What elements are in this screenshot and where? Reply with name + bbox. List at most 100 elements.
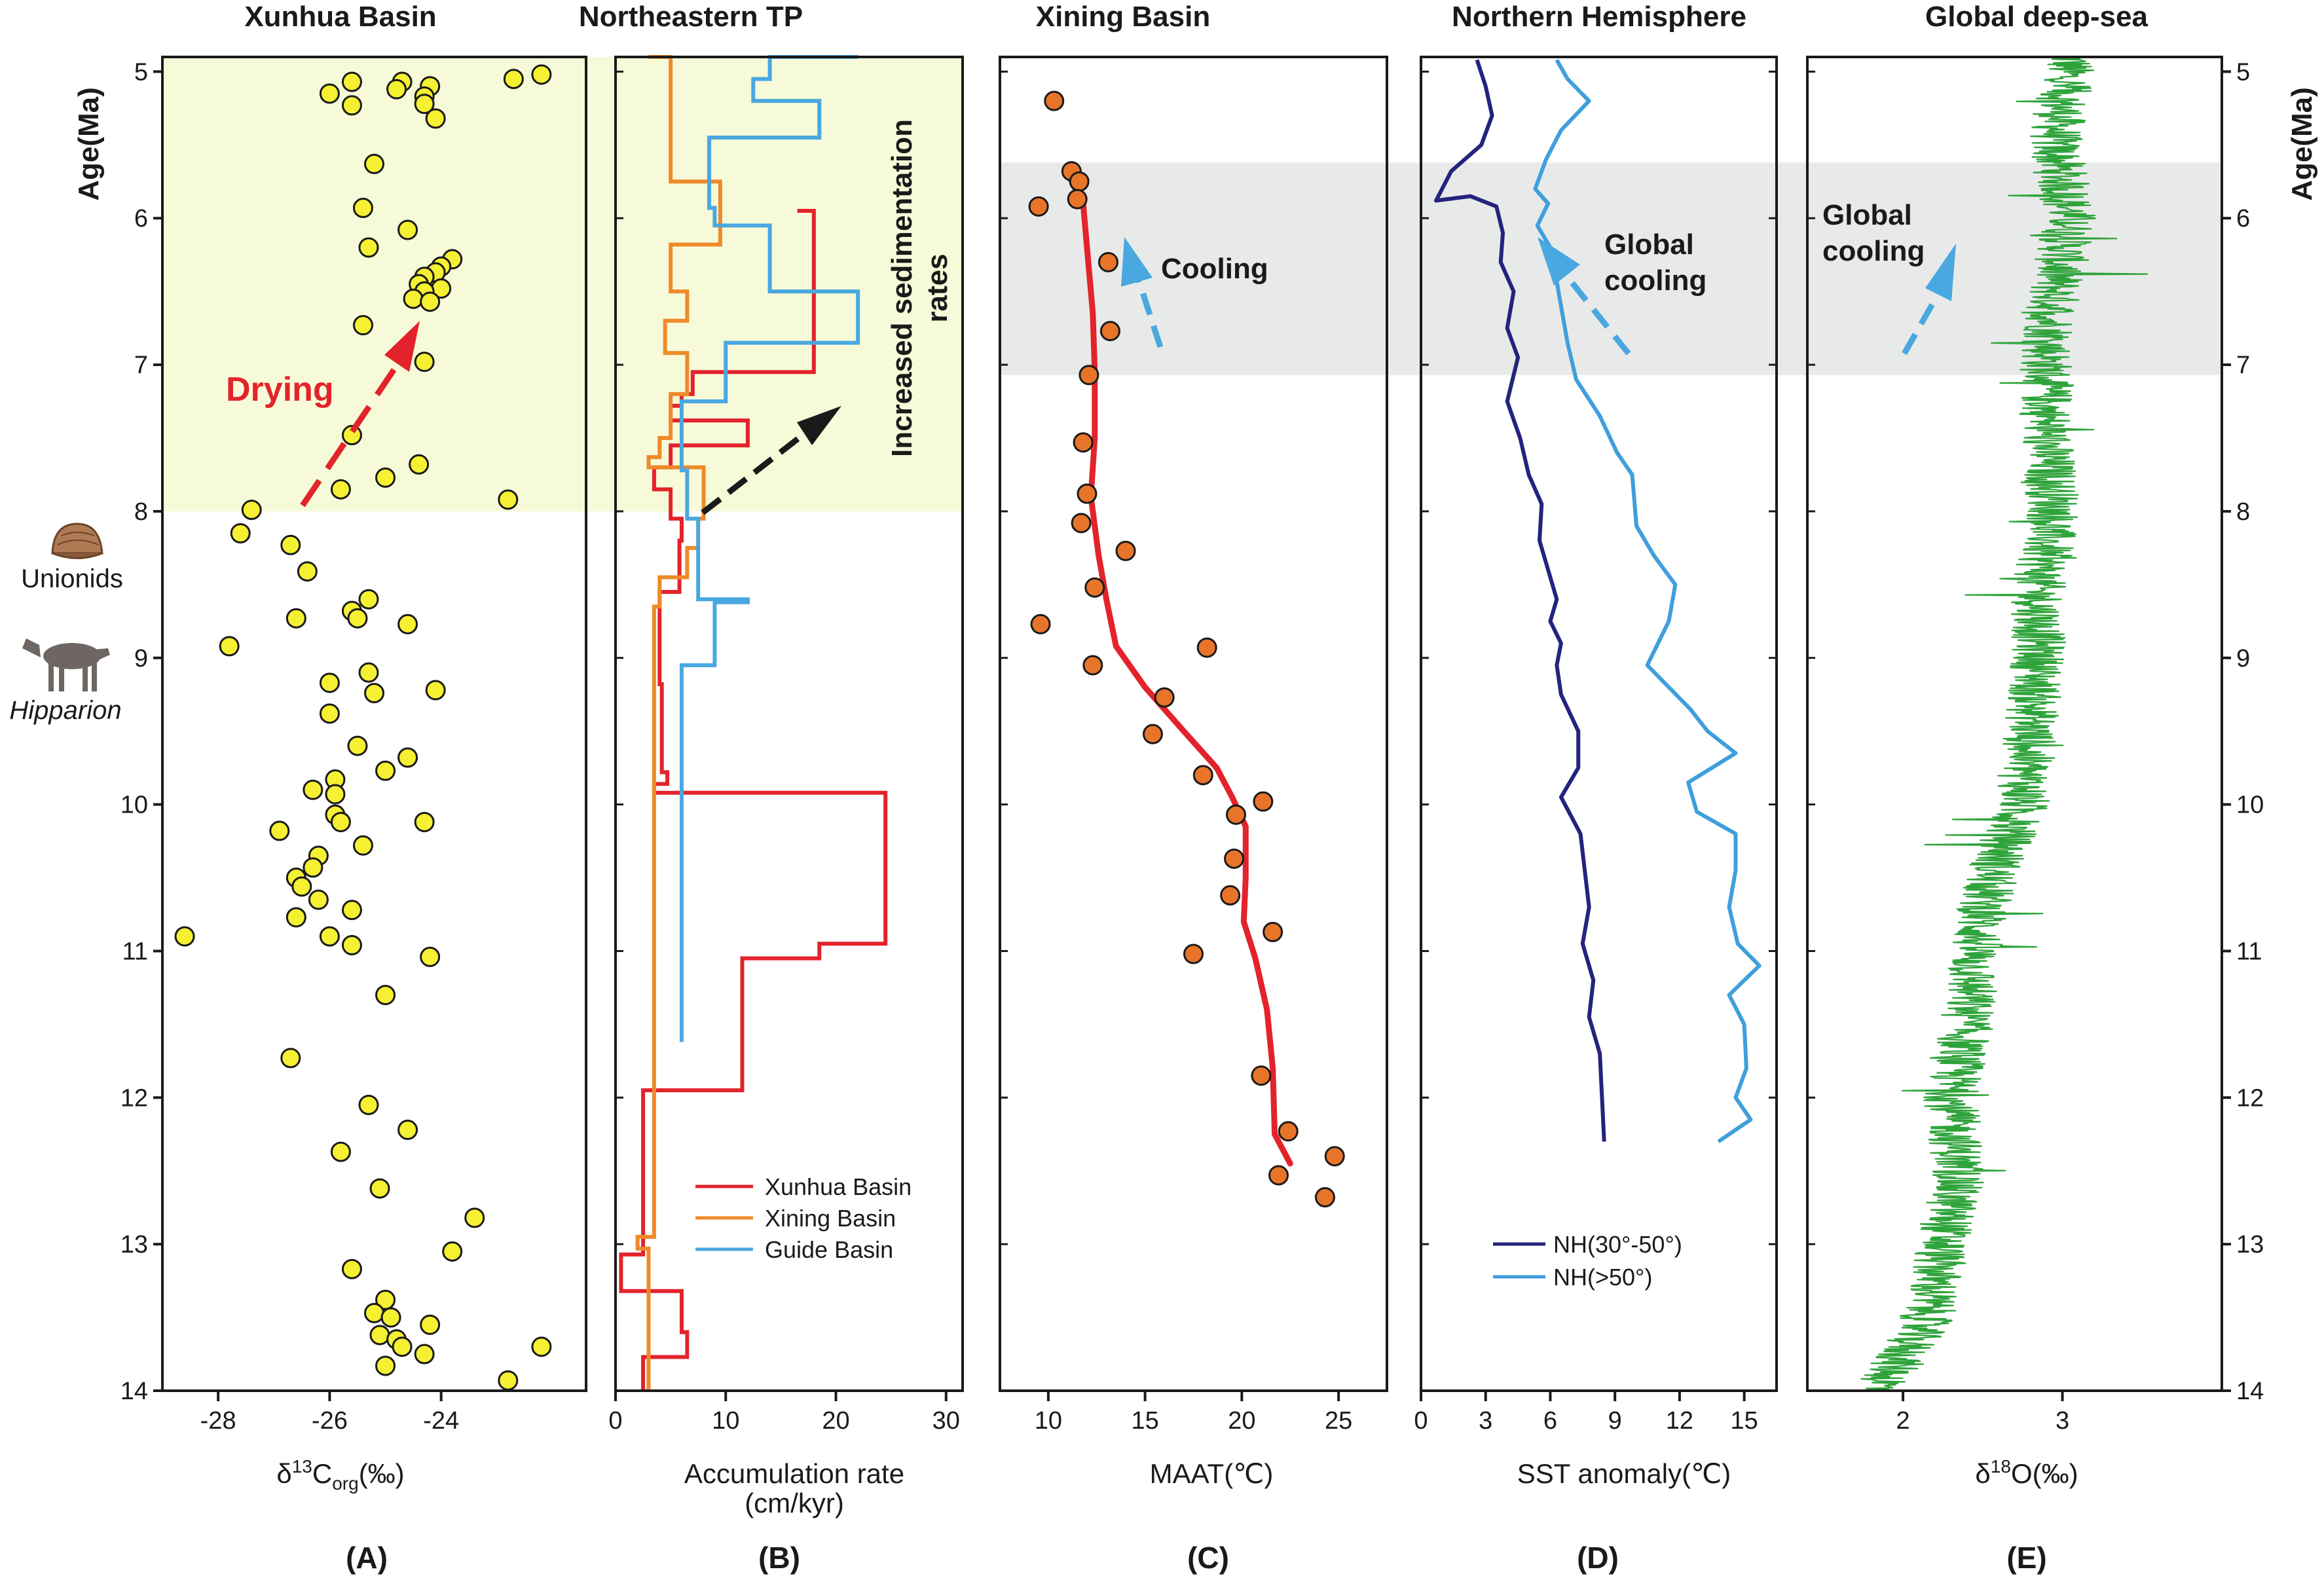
legend-d-label-50: NH(>50°)	[1553, 1264, 1652, 1291]
x-tick-label-d: 3	[1479, 1407, 1492, 1435]
panel-a-letter: (A)	[346, 1541, 388, 1575]
x-tick-label-d: 12	[1666, 1407, 1693, 1435]
maat-point	[1268, 1165, 1289, 1186]
xunhua-d13c-point	[319, 703, 340, 724]
maat-point	[1263, 921, 1283, 942]
xunhua-d13c-point	[531, 1336, 552, 1357]
xunhua-d13c-point	[414, 1344, 435, 1365]
maat-point	[1196, 637, 1217, 658]
xunhua-d13c-point	[425, 108, 446, 129]
panel-a-xlabel: δ13Corg(‰)	[276, 1456, 404, 1494]
hipparion-horse-icon	[22, 638, 110, 691]
maat-point	[1082, 655, 1103, 676]
xunhua-d13c-point	[358, 1095, 379, 1115]
age-tick-label-left: 8	[134, 498, 148, 526]
x-tick-label-e: 3	[2056, 1407, 2069, 1435]
x-tick-label-c: 15	[1131, 1407, 1158, 1435]
age-tick-label-left: 12	[120, 1084, 148, 1112]
xunhua-d13c-point	[341, 1258, 362, 1279]
drying-label: Drying	[226, 371, 334, 409]
xunhua-d13c-point	[286, 907, 306, 928]
maat-point	[1192, 765, 1213, 786]
maat-point	[1278, 1121, 1299, 1142]
xunhua-d13c-point	[498, 489, 519, 510]
age-tick-label-right: 6	[2236, 205, 2250, 232]
xunhua-d13c-point	[308, 889, 329, 910]
xunhua-d13c-point	[531, 64, 552, 85]
maat-point	[1079, 365, 1099, 386]
panel-e-title: Global deep-sea	[1925, 1, 2148, 33]
maat-point	[1099, 321, 1120, 342]
maat-point	[1067, 189, 1088, 210]
xunhua-d13c-point	[442, 1241, 463, 1262]
maat-point	[1226, 804, 1247, 825]
xunhua-d13c-point	[358, 589, 379, 610]
xunhua-d13c-point	[330, 811, 351, 832]
x-tick-label-d: 9	[1608, 1407, 1622, 1435]
x-tick-label-c: 25	[1325, 1407, 1352, 1435]
age-tick-label-right: 13	[2236, 1231, 2264, 1258]
panel-c-letter: (C)	[1187, 1541, 1229, 1575]
xunhua-d13c-point	[280, 534, 301, 555]
xunhua-d13c-point	[174, 926, 195, 947]
legend-b-label-xunhua: Xunhua Basin	[765, 1173, 912, 1200]
panel-e-letter: (E)	[2006, 1541, 2046, 1575]
xunhua-d13c-point	[319, 672, 340, 693]
xunhua-d13c-point	[358, 662, 379, 683]
panel-b-title: Northeastern TP	[579, 1, 803, 33]
xunhua-d13c-point	[369, 1178, 390, 1199]
yellow-band	[162, 57, 963, 511]
d18o-curve	[1860, 56, 2149, 1392]
sedimentation-label-line2: rates	[921, 253, 953, 322]
unionids-label: Unionids	[21, 564, 123, 593]
xunhua-d13c-point	[380, 1307, 401, 1328]
xunhua-d13c-point	[341, 425, 362, 446]
panel-c-title: Xining Basin	[1036, 1, 1210, 33]
global-cooling-d-line1: Global	[1604, 229, 1694, 261]
x-tick-label-b: 30	[932, 1407, 960, 1435]
xunhua-d13c-point	[397, 747, 418, 768]
legend-b: Xunhua Basin Xining Basin Guide Basin	[695, 1173, 912, 1263]
sedimentation-arrow-shaft	[701, 433, 804, 515]
maat-point	[1028, 196, 1049, 217]
xunhua-d13c-point	[352, 315, 373, 336]
xunhua-d13c-point	[369, 1325, 390, 1346]
maat-point	[1069, 171, 1090, 192]
maat-point	[1084, 577, 1105, 598]
xunhua-d13c-point	[375, 760, 396, 781]
xunhua-d13c-point	[230, 523, 251, 543]
xunhua-d13c-point	[341, 935, 362, 956]
age-tick-label-left: 14	[120, 1378, 148, 1405]
xunhua-d13c-point	[330, 479, 351, 500]
maat-point	[1251, 1065, 1272, 1086]
x-tick-label-d: 15	[1730, 1407, 1758, 1435]
age-tick-label-right: 11	[2236, 938, 2262, 965]
age-tick-label-left: 13	[120, 1231, 148, 1258]
maat-point	[1073, 432, 1094, 453]
age-tick-label-left: 10	[120, 792, 148, 819]
legend-b-label-guide: Guide Basin	[765, 1236, 893, 1263]
xunhua-d13c-point	[364, 1302, 384, 1323]
maat-point	[1142, 724, 1163, 744]
cooling-arrow-shaft-d	[1564, 274, 1631, 356]
drying-arrow-shaft	[300, 361, 401, 507]
cooling-arrow-head-e	[1925, 244, 1956, 301]
xunhua-d13c-point	[241, 500, 262, 521]
unionid-shell-icon	[51, 523, 103, 559]
cooling-arrow-head-c	[1121, 237, 1153, 287]
xunhua-d13c-point	[386, 79, 407, 100]
x-tick-label-d: 0	[1414, 1407, 1428, 1435]
xunhua-d13c-point	[503, 69, 524, 90]
x-tick-label-b: 20	[822, 1407, 849, 1435]
maat-point	[1071, 513, 1092, 534]
xunhua-d13c-point	[330, 1141, 351, 1162]
age-tick-label-right: 14	[2236, 1378, 2264, 1405]
legend-d-label-30-50: NH(30°-50°)	[1553, 1231, 1682, 1258]
xunhua-d13c-point	[420, 1314, 441, 1335]
maat-point	[1253, 791, 1274, 812]
xunhua-d13c-point	[420, 291, 441, 312]
age-tick-label-right: 7	[2236, 352, 2250, 379]
maat-point	[1044, 90, 1065, 111]
panel-b-xlabel-line1: Accumulation rate	[684, 1458, 904, 1489]
